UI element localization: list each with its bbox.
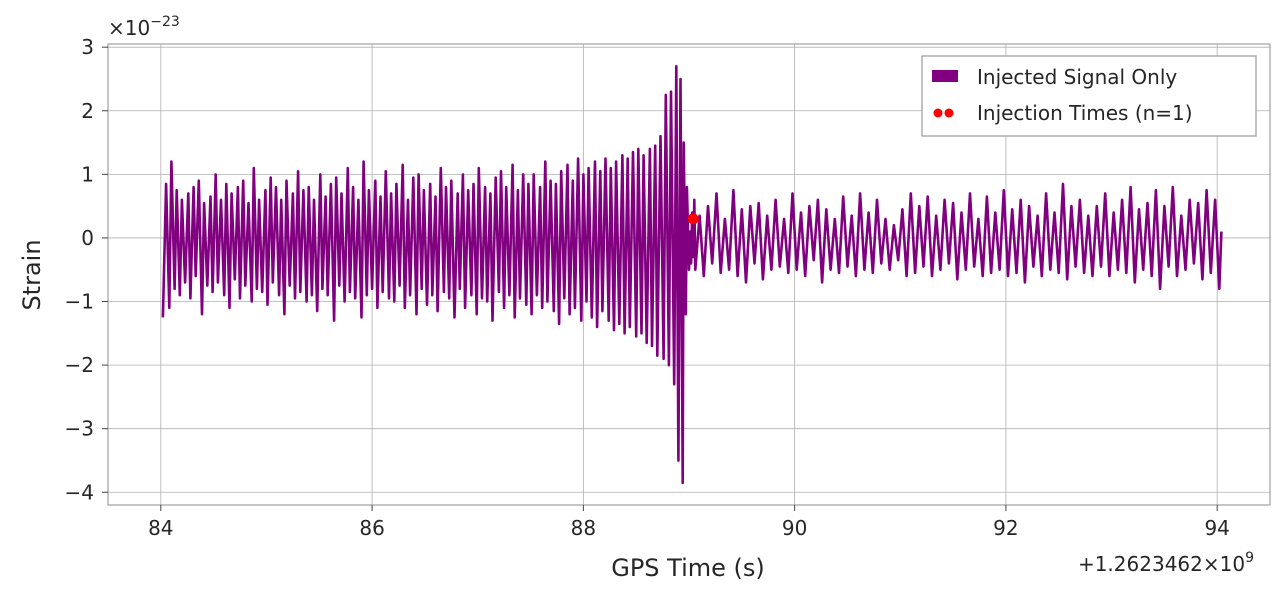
legend-marker-injection-b (944, 108, 954, 118)
y-tick-label-2: 2 (81, 99, 94, 123)
legend-label-injection-times: Injection Times (n=1) (977, 101, 1193, 125)
legend-marker-injection-a (933, 108, 943, 118)
y-tick-label--1: −1 (65, 290, 94, 314)
y-scale-label: ×10−23 (108, 14, 180, 40)
injection-time-point (687, 213, 699, 225)
tick-layer: 84 86 88 90 92 94 3 2 1 0 −1 −2 −3 −4 (65, 35, 1230, 540)
y-tick-label--4: −4 (65, 480, 94, 504)
series-injected-signal-line (161, 65, 1223, 485)
x-tick-label-92: 92 (993, 516, 1018, 540)
x-axis-title: GPS Time (s) (611, 554, 765, 582)
x-tick-label-94: 94 (1204, 516, 1229, 540)
y-tick-label--2: −2 (65, 353, 94, 377)
x-tick-label-90: 90 (782, 516, 807, 540)
x-tick-label-86: 86 (359, 516, 384, 540)
series-layer (161, 65, 1223, 485)
y-tick-label-0: 0 (81, 226, 94, 250)
x-tick-label-88: 88 (571, 516, 596, 540)
y-scale-base: ×10 (108, 16, 150, 40)
marker-layer (687, 213, 699, 225)
x-tick-label-84: 84 (148, 516, 173, 540)
legend-box (921, 55, 1257, 137)
y-scale-exponent: −23 (150, 14, 180, 30)
x-offset-exponent: 9 (1245, 550, 1254, 566)
y-tick-label-3: 3 (81, 35, 94, 59)
y-axis-title: Strain (18, 239, 46, 310)
axes-frame (107, 43, 1271, 506)
y-tick-label-1: 1 (81, 162, 94, 186)
x-offset-base: +1.2623462×10 (1078, 552, 1245, 576)
legend-label-injected-signal: Injected Signal Only (977, 65, 1177, 89)
x-offset-label: +1.2623462×109 (1078, 550, 1254, 576)
legend-swatch-injected-signal (932, 70, 958, 82)
legend: Injected Signal Only Injection Times (n=… (921, 55, 1257, 137)
y-tick-label--3: −3 (65, 417, 94, 441)
